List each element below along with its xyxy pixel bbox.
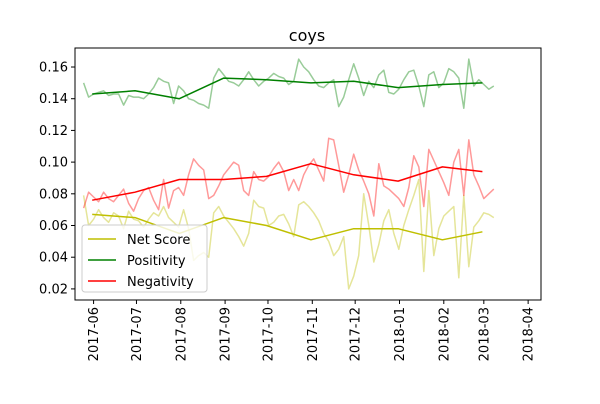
legend-label-negativity: Negativity xyxy=(127,275,194,290)
x-tick-label: 2017-06 xyxy=(87,307,102,361)
series-line-negativity xyxy=(92,162,483,201)
x-tick-label: 2018-03 xyxy=(477,307,492,361)
plot-area-frame xyxy=(74,47,542,301)
y-tick-label: 0.12 xyxy=(39,124,68,139)
chart-title: coys xyxy=(289,26,325,45)
legend-label-net-score: Net Score xyxy=(127,233,190,248)
raw-line-negativity xyxy=(82,137,495,217)
legend: Net Score Positivity Negativity xyxy=(81,224,208,293)
x-tick-label: 2017-10 xyxy=(261,307,276,361)
series-line-positivity xyxy=(92,77,483,100)
x-tick-label: 2018-01 xyxy=(393,307,408,361)
x-tick-label: 2018-02 xyxy=(437,307,452,361)
legend-box xyxy=(81,224,208,293)
y-tick-label: 0.04 xyxy=(39,251,68,266)
y-tick-label: 0.08 xyxy=(39,187,68,202)
raw-line-positivity xyxy=(82,58,495,109)
x-tick-label: 2017-12 xyxy=(349,307,364,361)
y-tick-label: 0.16 xyxy=(39,61,68,76)
x-tick-label: 2018-04 xyxy=(522,307,537,361)
x-tick-label: 2017-11 xyxy=(306,307,321,361)
x-tick-label: 2017-07 xyxy=(130,307,145,361)
y-tick-label: 0.06 xyxy=(39,219,68,234)
y-tick-label: 0.10 xyxy=(39,156,68,171)
y-tick-label: 0.02 xyxy=(39,282,68,297)
legend-label-positivity: Positivity xyxy=(127,254,186,269)
x-tick-label: 2017-09 xyxy=(219,307,234,361)
y-axis: 0.02 0.04 0.06 0.08 0.10 0.12 0.14 0.16 xyxy=(39,61,75,297)
raw-series-lines xyxy=(82,58,495,290)
raw-line-net-score xyxy=(82,178,495,290)
x-tick-label: 2017-08 xyxy=(174,307,189,361)
x-axis: 2017-06 2017-07 2017-08 2017-09 2017-10 2017-… xyxy=(87,300,537,361)
y-tick-label: 0.14 xyxy=(39,92,68,107)
